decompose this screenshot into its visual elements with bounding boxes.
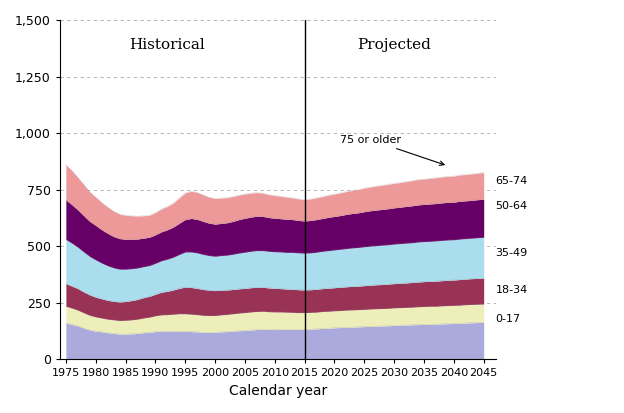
Text: 50-64: 50-64	[495, 201, 528, 211]
Text: Projected: Projected	[357, 38, 431, 52]
Text: 35-49: 35-49	[495, 248, 528, 258]
Text: 75 or older: 75 or older	[341, 135, 444, 165]
Text: 18-34: 18-34	[495, 285, 528, 295]
Text: Historical: Historical	[129, 38, 205, 52]
X-axis label: Calendar year: Calendar year	[228, 384, 327, 398]
Text: 65-74: 65-74	[495, 176, 528, 186]
Text: 0-17: 0-17	[495, 314, 521, 324]
